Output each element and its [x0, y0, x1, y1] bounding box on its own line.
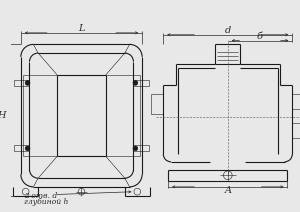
Text: глубиной h: глубиной h [24, 198, 68, 206]
Circle shape [25, 146, 30, 151]
Circle shape [25, 81, 30, 85]
Text: б: б [256, 32, 262, 41]
Circle shape [133, 146, 138, 151]
Text: d: d [225, 26, 231, 35]
Text: L: L [78, 25, 85, 33]
Text: 2 отв. d: 2 отв. d [24, 192, 57, 201]
Text: A: A [224, 186, 231, 195]
Circle shape [133, 81, 138, 85]
Text: H: H [0, 111, 6, 120]
